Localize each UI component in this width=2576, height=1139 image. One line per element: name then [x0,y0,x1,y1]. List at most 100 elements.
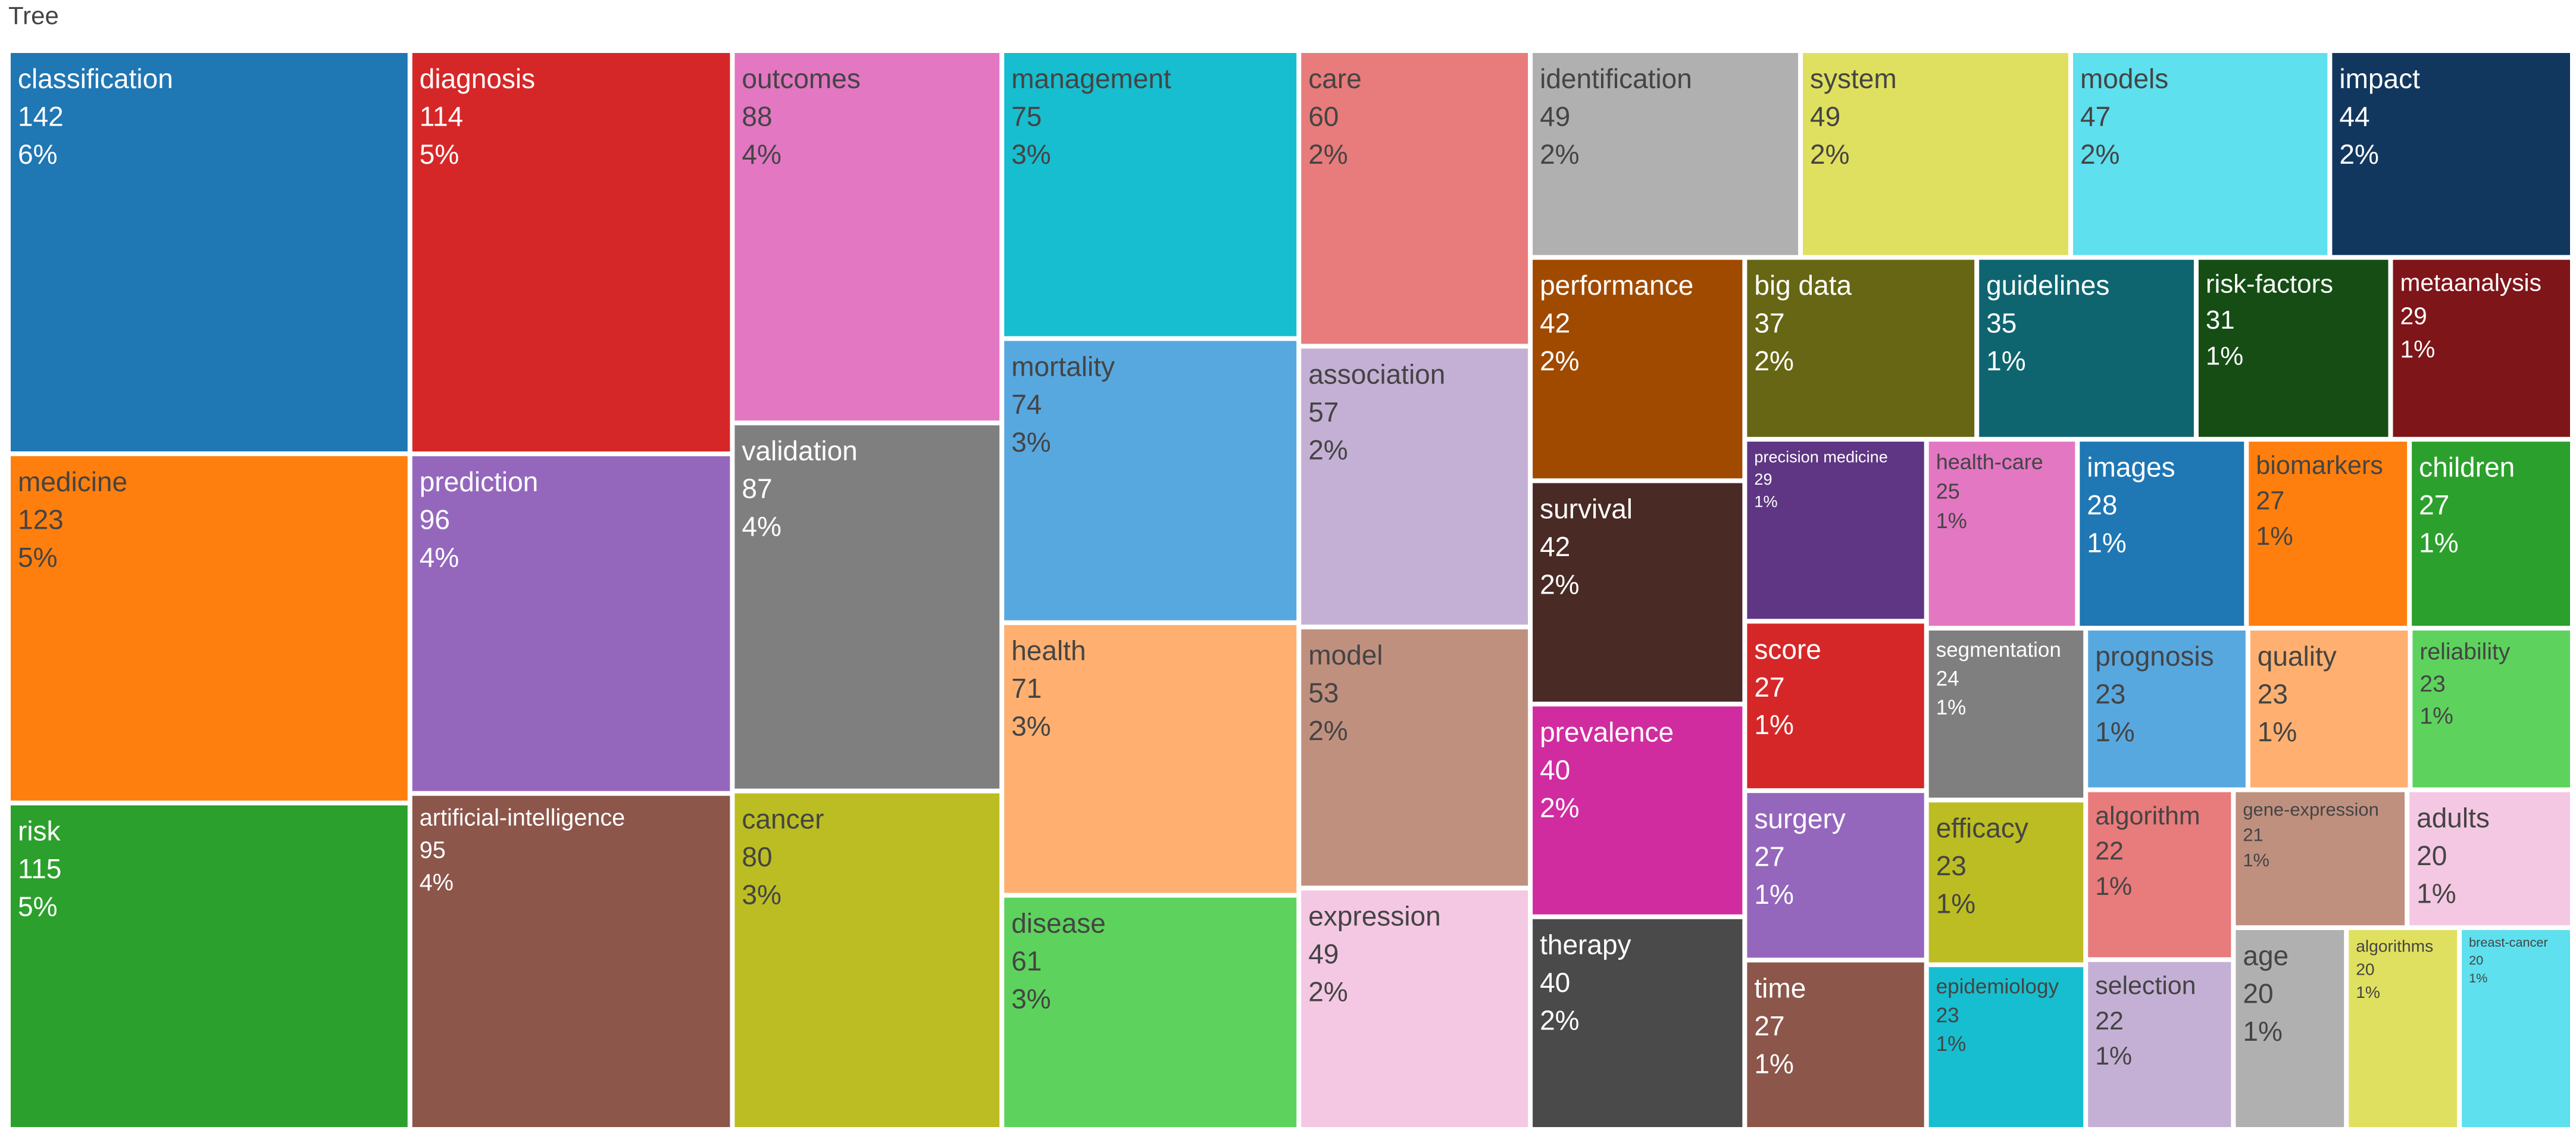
tile-value: 20 [2469,953,2483,968]
tile [1747,260,1975,437]
tile-label: segmentation [1936,638,2061,661]
tile [1004,341,1297,620]
tile-label: metaanalysis [2400,269,2541,296]
tile-label: model [1308,639,1383,670]
tile-percent: 1% [1754,879,1793,910]
tile-percent: 1% [2095,716,2134,747]
tile-percent: 1% [2258,716,2297,747]
tile-label: cancer [742,803,824,834]
tile-value: 27 [1754,672,1784,703]
tile-label: risk [18,816,61,847]
tile-percent: 2% [1540,139,1579,170]
tile-value: 49 [1308,938,1339,969]
tile-percent: 2% [2080,139,2119,170]
tile [1301,629,1528,886]
chart-title: Tree [8,1,59,29]
tile-percent: 1% [1936,508,1967,533]
tile-percent: 2% [1540,569,1579,600]
tile-value: 40 [1540,754,1570,785]
tile-value: 75 [1011,101,1042,132]
tile-percent: 2% [1308,976,1348,1007]
tile-label: prognosis [2095,641,2214,672]
tile-value: 23 [1936,850,1967,881]
tile [1004,53,1297,336]
tile-label: prevalence [1540,716,1674,747]
tile-value: 60 [1308,101,1339,132]
tile-label: disease [1011,908,1106,939]
tile-percent: 1% [2416,878,2456,909]
tile [1979,260,2194,437]
tile-label: algorithms [2356,936,2433,955]
tile-label: performance [1540,270,1693,301]
tile [1301,890,1528,1127]
tile-percent: 1% [2243,1016,2282,1047]
tile [1301,53,1528,344]
tile-label: therapy [1540,929,1631,960]
tile [11,53,408,452]
tile-label: models [2080,63,2168,94]
tile-value: 29 [1754,470,1772,488]
tile [1747,792,1924,958]
tile-value: 20 [2356,959,2374,978]
tile-label: reliability [2419,639,2510,665]
tile [2236,930,2344,1127]
tile-value: 123 [18,504,64,535]
tile-value: 20 [2416,840,2447,871]
tile [2072,53,2328,255]
tile-value: 21 [2243,825,2263,845]
tile-label: biomarkers [2256,451,2383,480]
tile [2236,792,2405,926]
tile [1928,967,2084,1127]
tile-label: prediction [420,466,538,497]
tile-value: 74 [1011,389,1042,420]
tile-percent: 1% [2087,528,2126,558]
tile-label: age [2243,940,2289,971]
tile-value: 49 [1540,101,1570,132]
tile-label: health-care [1936,450,2043,474]
tile [2409,792,2570,926]
tile-label: selection [2095,972,2196,1000]
tile-value: 88 [742,101,772,132]
tile-percent: 2% [1754,345,1793,376]
tile-value: 20 [2243,978,2273,1009]
tile [2393,260,2570,437]
tile-percent: 2% [1810,139,1849,170]
tile-label: surgery [1754,803,1845,834]
tile [1747,962,1924,1127]
tile [1928,630,2084,798]
tile-value: 42 [1540,308,1570,339]
tile-value: 53 [1308,677,1339,708]
tile-percent: 1% [1754,709,1793,740]
tile [1533,919,1743,1127]
tile-label: mortality [1011,351,1115,382]
tile-percent: 1% [2243,850,2269,870]
tile-value: 44 [2339,101,2369,132]
tile-percent: 4% [420,870,454,896]
tile [734,793,1000,1127]
tile-label: score [1754,634,1821,664]
tile-percent: 1% [2419,528,2458,558]
tile-percent: 1% [2400,336,2435,363]
tile-value: 28 [2087,489,2117,520]
tile [2412,441,2570,626]
tile-value: 37 [1754,308,1784,339]
tile-value: 25 [1936,479,1960,504]
tile-value: 24 [1936,667,1959,690]
tile-percent: 3% [1011,984,1051,1015]
tile-value: 95 [420,837,446,863]
tile [1803,53,2068,255]
tile [1747,623,1924,788]
tile-label: identification [1540,63,1692,94]
tile-percent: 6% [18,139,57,170]
tile-value: 22 [2095,837,2124,866]
tile [2249,441,2408,626]
tile-label: association [1308,358,1445,389]
tile-percent: 5% [420,139,459,170]
tile-label: algorithm [2095,801,2200,830]
tile [734,425,1000,789]
tile [2080,441,2244,626]
tile-value: 71 [1011,673,1042,704]
tile [11,456,408,801]
